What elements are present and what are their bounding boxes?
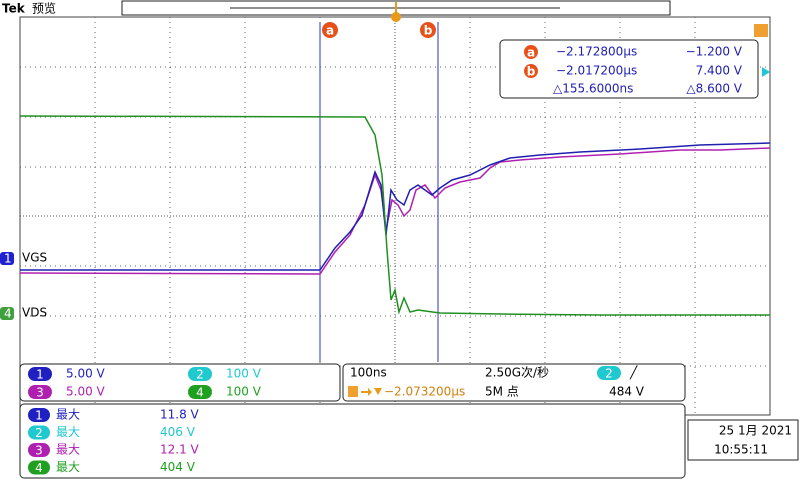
trigger-channel-badge [597, 366, 621, 380]
ch1-marker [0, 252, 14, 265]
readout-delta-voltage: △8.600 V [686, 82, 742, 96]
cursor-a-badge [524, 45, 538, 59]
measurement-badge [28, 443, 50, 457]
trigger-icon [348, 386, 358, 397]
ch4-marker-label: 4 [4, 307, 12, 321]
measurements-panel [19, 403, 686, 479]
readout-a-time: −2.172800µs [556, 45, 637, 59]
brand: Tek [2, 2, 26, 16]
ch4-name: VDS [22, 306, 47, 320]
cursor-b-badge [524, 64, 538, 78]
channel-number: 2 [196, 368, 204, 382]
channel-scales [19, 363, 341, 402]
channel-number: 3 [36, 386, 44, 400]
measurement-value: 11.8 V [160, 408, 200, 422]
readout-a-voltage: −1.200 V [686, 45, 743, 59]
cursor-a-badge [322, 22, 338, 38]
ch1-name: VGS [22, 251, 47, 265]
trigger-level: 484 V [609, 385, 645, 399]
trigger-marker [391, 12, 401, 22]
channel-badge [28, 367, 52, 381]
measurement-type: 最大 [56, 425, 80, 439]
channel-badge [188, 367, 212, 381]
channel-number: 4 [196, 386, 204, 400]
readout-b-label: b [527, 65, 536, 79]
ch4-waveform [19, 115, 770, 316]
sample-rate: 2.50G次/秒 [485, 366, 549, 380]
trigger-level-arrow [762, 67, 770, 77]
trigger-level-marker [754, 24, 768, 37]
readout-delta-time: △155.6000ns [553, 82, 633, 96]
measurement-value: 12.1 V [160, 443, 200, 457]
channel-scale: 5.00 V [66, 385, 106, 399]
record-length: 5M 点 [485, 385, 519, 399]
measurement-channel: 4 [35, 461, 43, 475]
mode: 预览 [32, 1, 56, 16]
trigger-icon [374, 388, 382, 395]
datetime-panel [687, 419, 799, 461]
trigger-icon [361, 388, 372, 396]
trigger-channel: 2 [605, 367, 613, 381]
ch1-waveform [20, 142, 771, 271]
measurement-badge [28, 408, 50, 422]
cursor-b-label: b [424, 24, 433, 38]
cursor-readout [499, 39, 759, 99]
channel-scale: 5.00 V [66, 367, 106, 381]
measurement-channel: 2 [35, 426, 43, 440]
measurement-value: 404 V [160, 460, 196, 474]
measurement-channel: 3 [35, 444, 43, 458]
channel-scale: 100 V [226, 385, 262, 399]
measurement-value: 406 V [160, 425, 196, 439]
measurement-badge [28, 425, 50, 440]
time: 10:55:11 [714, 443, 768, 457]
ch4-marker [0, 307, 14, 320]
channel-badge [28, 385, 52, 399]
cursor-b-badge [420, 22, 436, 38]
readout-b-voltage: 7.400 V [696, 64, 743, 78]
trigger-slope: ╱ [629, 365, 638, 380]
readout-b-time: −2.017200µs [556, 64, 637, 78]
measurement-type: 最大 [56, 443, 80, 457]
measurement-channel: 1 [35, 409, 43, 423]
measurement-badge [28, 460, 50, 475]
channel-number: 1 [36, 368, 44, 382]
channel-badge [188, 385, 212, 399]
ch1-marker-label: 1 [4, 252, 12, 266]
measurement-type: 最大 [56, 408, 80, 422]
channel-scale: 100 V [226, 367, 262, 381]
measurement-type: 最大 [56, 460, 80, 474]
readout-a-label: a [527, 46, 535, 60]
date: 25 1月 2021 [719, 424, 792, 438]
trigger-position: −2.073200µs [384, 385, 465, 399]
cursor-a-label: a [326, 24, 334, 38]
time-scale: 100ns [350, 366, 387, 380]
